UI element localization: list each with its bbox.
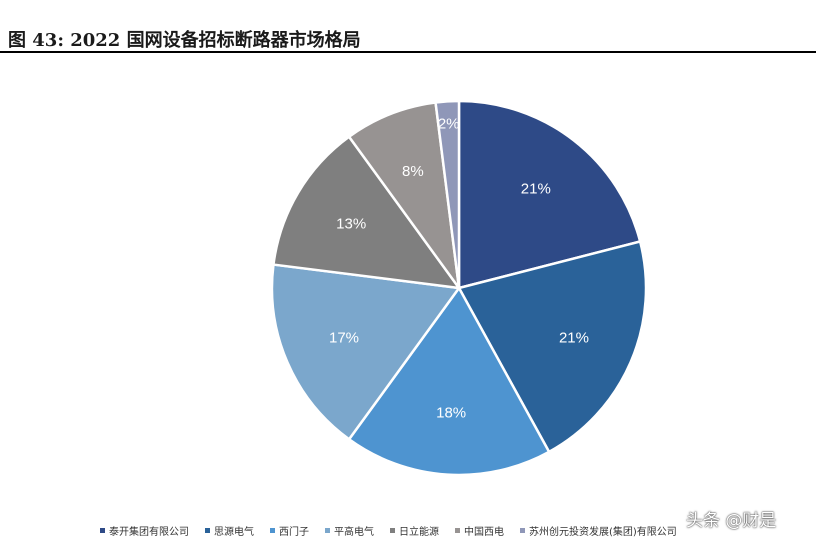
pie-slice-5: [272, 135, 461, 290]
slice-label-6: 8%: [402, 163, 424, 180]
legend-item-7: 苏州创元投资发展(集团)有限公司: [520, 523, 677, 538]
legend-item-5: 日立能源: [390, 523, 439, 538]
legend-swatch-1: [100, 527, 105, 533]
watermark-text: 头条 @财是: [686, 511, 777, 531]
slice-label-2: 21%: [559, 329, 589, 346]
pie-slice-4: [270, 263, 461, 441]
pie-slice-1: [457, 99, 642, 290]
legend-label-7: 苏州创元投资发展(集团)有限公司: [529, 526, 677, 538]
chart-legend: 泰开集团有限公司 思源电气 西门子 平高电气 日立能源 中国西电 苏州创元投资发展(集团)有…: [100, 521, 693, 539]
legend-item-2: 思源电气: [205, 523, 254, 538]
legend-item-4: 平高电气: [325, 523, 374, 538]
pie-slice-6: [347, 101, 461, 290]
slice-label-5: 13%: [336, 216, 366, 233]
slice-label-1: 21%: [521, 181, 551, 198]
pie-slice-7: [434, 99, 461, 290]
legend-label-3: 西门子: [279, 526, 309, 538]
slice-label-7: 2%: [438, 115, 460, 132]
legend-item-6: 中国西电: [455, 523, 504, 538]
pie-chart: 21% 21% 18% 17% 13% 8% 2%: [270, 99, 648, 477]
legend-swatch-6: [455, 527, 460, 533]
legend-item-3: 西门子: [270, 523, 309, 538]
slice-label-3: 18%: [436, 405, 466, 422]
legend-swatch-3: [270, 527, 275, 533]
legend-swatch-2: [205, 527, 210, 533]
title-divider: [0, 51, 816, 53]
legend-label-1: 泰开集团有限公司: [109, 526, 189, 538]
legend-label-2: 思源电气: [214, 526, 254, 538]
pie-slice-3: [347, 286, 551, 477]
pie-slice-2: [457, 240, 648, 454]
legend-label-4: 平高电气: [334, 526, 374, 538]
legend-swatch-4: [325, 527, 330, 533]
legend-label-6: 中国西电: [464, 526, 504, 538]
legend-swatch-7: [520, 527, 525, 533]
legend-swatch-5: [390, 527, 395, 533]
legend-label-5: 日立能源: [399, 526, 439, 538]
legend-item-1: 泰开集团有限公司: [100, 523, 189, 538]
figure-title: 图 43: 2022 国网设备招标断路器市场格局: [8, 30, 361, 51]
slice-label-4: 17%: [329, 329, 359, 346]
